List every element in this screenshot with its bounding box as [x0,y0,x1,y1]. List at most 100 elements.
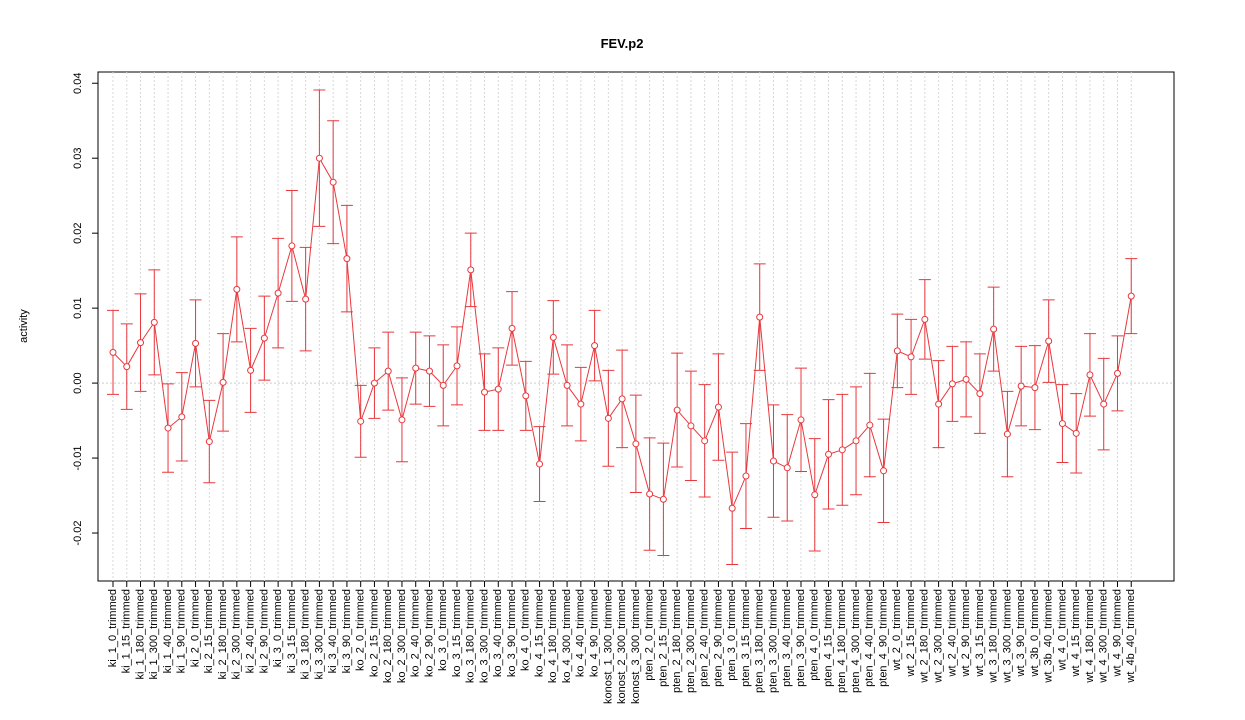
point [769,457,777,465]
x-tick-label: pten_2_90_trimmed [712,589,724,687]
point [948,380,956,388]
point [178,413,186,421]
x-tick-label: ko_2_15_trimmed [368,589,380,677]
point [742,472,750,480]
point [1113,369,1121,377]
point [247,366,255,374]
point [137,339,145,347]
x-tick-label: pten_3_180_trimmed [754,589,766,693]
point [439,381,447,389]
point [412,364,420,372]
point [852,437,860,445]
point [192,339,200,347]
point [577,400,585,408]
x-tick-label: ki_3_90_trimmed [341,589,353,673]
y-tick-label: 0.04 [72,73,84,94]
point [494,385,502,393]
y-tick-label: 0.00 [72,372,84,393]
point [990,325,998,333]
x-tick-label: ki_1_90_trimmed [176,589,188,673]
point [756,313,764,321]
x-tick-label: wt_4_15_trimmed [1070,589,1082,677]
x-tick-label: wt_3_300_trimmed [1001,589,1013,684]
point [797,416,805,424]
y-tick-label: -0.01 [72,446,84,471]
x-tick-label: ki_2_15_trimmed [203,589,215,673]
x-tick-label: wt_3b_40_trimmed [1043,589,1055,684]
x-tick-label: pten_3_40_trimmed [781,589,793,687]
x-tick-label: ki_1_15_trimmed [121,589,133,673]
x-tick-label: ki_1_0_trimmed [107,589,119,667]
point [563,381,571,389]
x-tick-label: wt_3_15_trimmed [974,589,986,677]
x-tick-label: pten_3_300_trimmed [767,589,779,693]
x-tick-label: ki_2_300_trimmed [231,589,243,680]
point [536,460,544,468]
point [673,406,681,414]
x-tick-label: pten_4_90_trimmed [877,589,889,687]
x-tick-label: ki_2_90_trimmed [258,589,270,673]
point [921,315,929,323]
x-tick-label: wt_2_40_trimmed [946,589,958,677]
point [1058,420,1066,428]
x-tick-label: ki_3_0_trimmed [272,589,284,667]
point [866,421,874,429]
x-tick-label: pten_4_15_trimmed [822,589,834,687]
x-tick-label: ki_1_300_trimmed [148,589,160,680]
point [233,285,241,293]
point [1031,384,1039,392]
x-tick-label: ko_2_40_trimmed [410,589,422,677]
x-tick-label: ki_3_300_trimmed [313,589,325,680]
point [907,353,915,361]
x-tick-label: ko_4_90_trimmed [589,589,601,677]
x-tick-label: ko_4_0_trimmed [520,589,532,671]
x-tick-label: ko_3_40_trimmed [492,589,504,677]
point [825,450,833,458]
point [618,395,626,403]
x-tick-label: ki_1_40_trimmed [162,589,174,673]
point [522,392,530,400]
x-tick-label: ki_1_180_trimmed [134,589,146,680]
point [219,378,227,386]
point [687,422,695,430]
y-tick-label: 0.01 [72,297,84,318]
x-tick-label: ki_2_0_trimmed [189,589,201,667]
point [1003,430,1011,438]
x-tick-label: wt_2_90_trimmed [960,589,972,677]
point [274,289,282,297]
x-tick-label: wt_3b_0_trimmed [1029,589,1041,677]
point [398,416,406,424]
point [288,242,296,250]
x-tick-label: wt_3_90_trimmed [1015,589,1027,677]
x-tick-label: ko_3_90_trimmed [506,589,518,677]
point [425,367,433,375]
x-tick-label: ko_3_180_trimmed [465,589,477,683]
point [315,154,323,162]
point [962,375,970,383]
x-tick-label: konost_3_300_trimmed [630,589,642,704]
point [302,295,310,303]
x-tick-label: pten_3_0_trimmed [726,589,738,681]
point [893,347,901,355]
point [1045,337,1053,345]
x-tick-label: ko_3_300_trimmed [478,589,490,683]
x-tick-label: ki_2_40_trimmed [245,589,257,673]
x-tick-label: wt_2_15_trimmed [905,589,917,677]
x-tick-label: pten_2_40_trimmed [699,589,711,687]
x-tick-label: wt_4_90_trimmed [1111,589,1123,677]
x-tick-label: ko_2_300_trimmed [396,589,408,683]
x-tick-label: pten_4_180_trimmed [836,589,848,693]
point [701,437,709,445]
x-tick-label: pten_2_180_trimmed [671,589,683,693]
point [880,467,888,475]
x-tick-label: wt_3_180_trimmed [988,589,1000,684]
point [728,504,736,512]
point [384,367,392,375]
point [549,333,557,341]
x-tick-label: wt_2_0_trimmed [891,589,903,671]
x-tick-label: konost_1_300_trimmed [602,589,614,704]
point [164,424,172,432]
point [659,495,667,503]
point [150,318,158,326]
